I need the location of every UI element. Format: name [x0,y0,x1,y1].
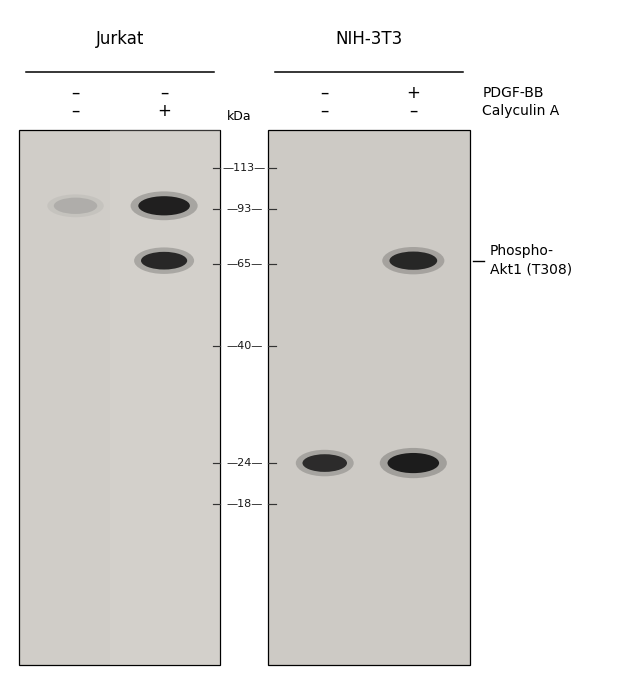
Text: –: – [321,102,329,120]
Ellipse shape [302,454,347,472]
Text: –: – [72,102,80,120]
Bar [19,130,220,665]
Text: —65—: —65— [226,259,263,269]
Text: –: – [409,102,417,120]
Text: —113—: —113— [223,163,266,173]
Ellipse shape [54,198,97,214]
Bar [110,130,220,665]
Ellipse shape [389,252,437,270]
Text: —93—: —93— [226,204,263,214]
Text: NIH-3T3: NIH-3T3 [335,30,403,48]
Text: Phospho-
Akt1 (T308): Phospho- Akt1 (T308) [490,244,573,277]
Text: kDa: kDa [227,110,252,123]
Text: –: – [321,84,329,102]
Text: –: – [72,84,80,102]
Text: —24—: —24— [226,458,263,468]
Ellipse shape [380,448,447,478]
Ellipse shape [141,252,187,270]
Ellipse shape [387,453,439,473]
Text: —40—: —40— [226,342,263,351]
Ellipse shape [47,194,104,217]
Text: –: – [160,84,168,102]
Ellipse shape [134,248,194,274]
Text: +: + [157,102,171,120]
Ellipse shape [130,191,197,220]
Ellipse shape [382,247,444,274]
Text: +: + [406,84,420,102]
Ellipse shape [138,196,190,215]
Text: Calyculin A: Calyculin A [482,104,560,118]
Text: Jurkat: Jurkat [96,30,144,48]
Text: —18—: —18— [226,499,263,509]
Ellipse shape [296,450,354,476]
Text: PDGF-BB: PDGF-BB [482,86,544,99]
Bar [268,130,470,665]
